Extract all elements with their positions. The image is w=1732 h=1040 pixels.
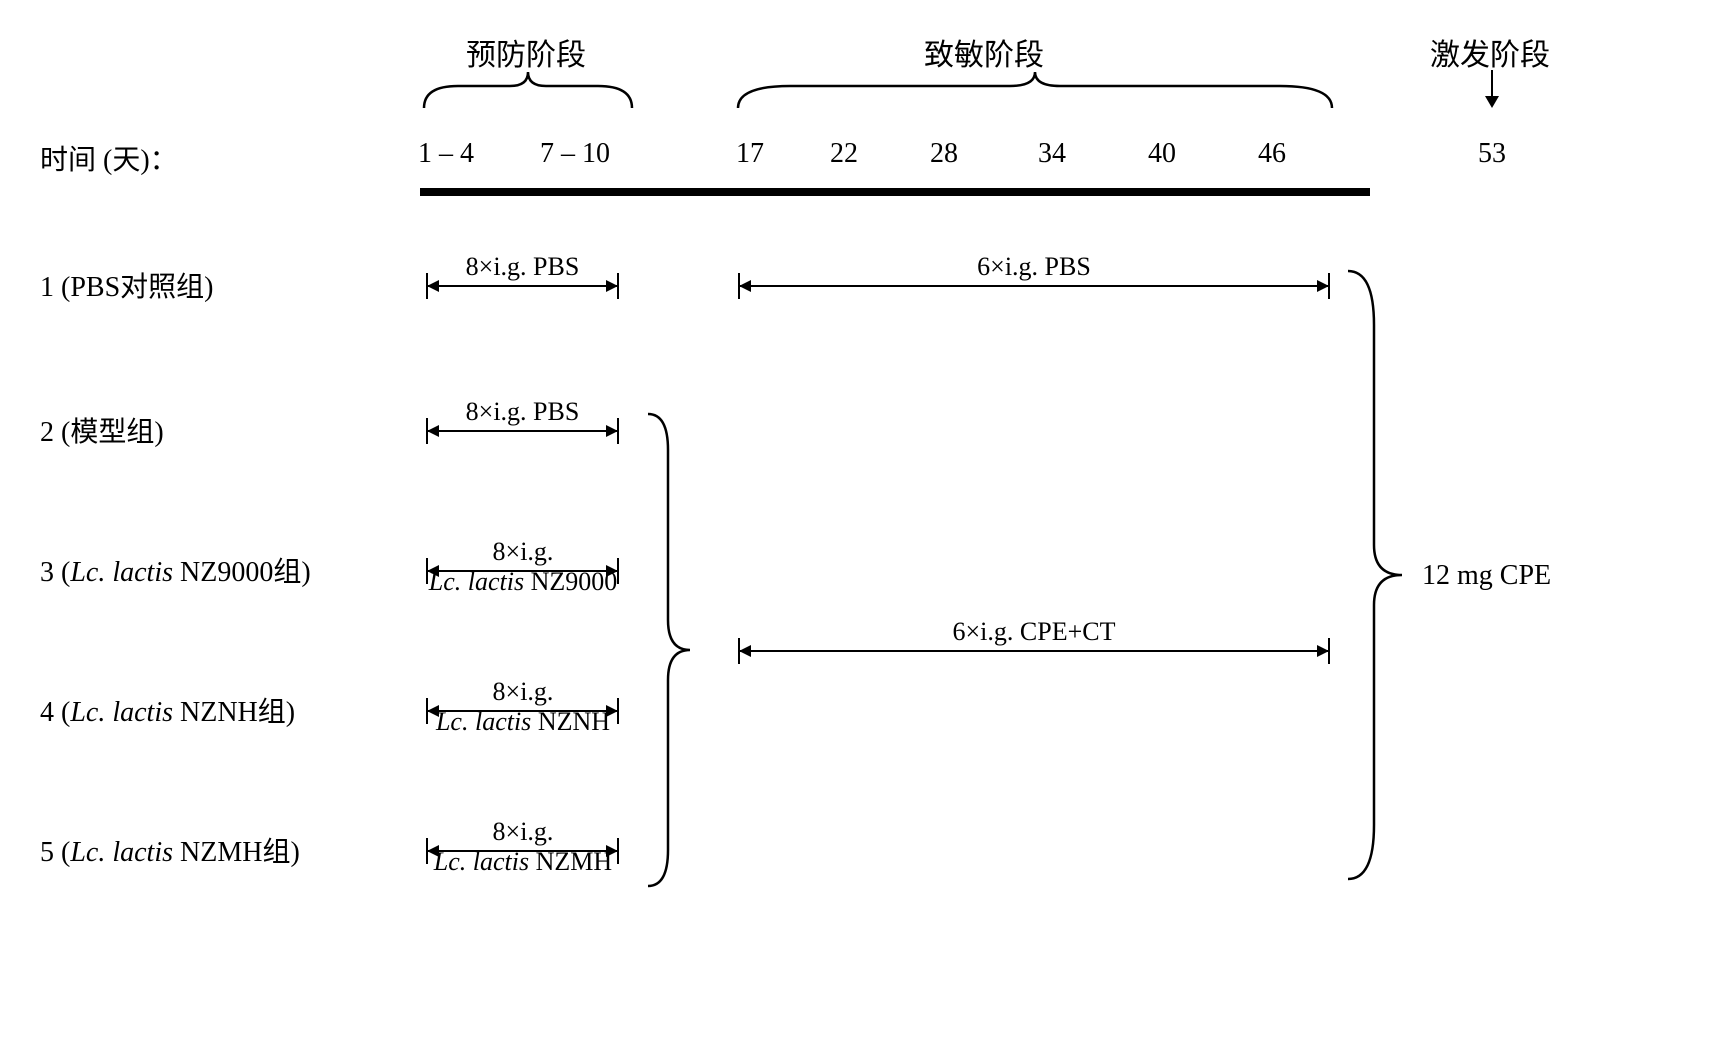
- group5-num: 5: [40, 837, 54, 868]
- group5-line2-r: NZMH: [529, 847, 612, 876]
- group3-italic: Lc. lactis: [70, 557, 173, 588]
- group4-pre: (: [61, 697, 70, 728]
- group1-prev-text: 8×i.g. PBS: [426, 252, 619, 282]
- sensitization-cpe-text: 6×i.g. CPE+CT: [740, 617, 1328, 647]
- group5-label: 5 (Lc. lactis NZMH组): [40, 830, 300, 870]
- time-val-5: 34: [1038, 138, 1066, 170]
- time-val-6: 40: [1148, 138, 1176, 170]
- phase-challenge-label: 激发阶段: [1430, 30, 1550, 74]
- group1-num: 1: [40, 272, 54, 303]
- group1-label: 1 (PBS对照组): [40, 265, 213, 305]
- group2-label: 2 (模型组): [40, 410, 164, 450]
- sensitization-left-brace: [640, 410, 700, 890]
- group4-line1: 8×i.g.: [493, 677, 554, 706]
- sensitization-cpe-arrow: [740, 650, 1328, 652]
- time-val-7: 46: [1258, 138, 1286, 170]
- time-val-2: 17: [736, 138, 764, 170]
- group5-line1: 8×i.g.: [493, 817, 554, 846]
- time-val-3: 22: [830, 138, 858, 170]
- time-val-1: 7 – 10: [540, 138, 610, 170]
- group4-line2-it: Lc. lactis: [436, 707, 531, 736]
- challenge-dose-label: 12 mg CPE: [1422, 560, 1551, 592]
- timeline-bar: [420, 188, 1370, 196]
- group1-sens-text: 6×i.g. PBS: [740, 252, 1328, 282]
- group3-prev-text: 8×i.g. Lc. lactis NZ9000: [406, 537, 640, 597]
- group2-name: (模型组): [61, 417, 164, 448]
- group3-num: 3: [40, 557, 54, 588]
- group2-prev-text: 8×i.g. PBS: [426, 397, 619, 427]
- challenge-right-brace: [1340, 265, 1420, 885]
- phase-sensitization-brace: [730, 68, 1340, 114]
- group3-label: 3 (Lc. lactis NZ9000组): [40, 550, 311, 590]
- group4-post: NZNH组): [173, 697, 295, 728]
- group1-sens-arrow: [740, 285, 1328, 287]
- group3-post: NZ9000组): [173, 557, 311, 588]
- group4-num: 4: [40, 697, 54, 728]
- time-val-4: 28: [930, 138, 958, 170]
- group2-num: 2: [40, 417, 54, 448]
- group1-prev-arrow: [428, 285, 617, 287]
- group2-prev-arrow: [428, 430, 617, 432]
- group5-pre: (: [61, 837, 70, 868]
- group4-label: 4 (Lc. lactis NZNH组): [40, 690, 295, 730]
- time-val-8: 53: [1478, 138, 1506, 170]
- group1-name: (PBS对照组): [61, 272, 213, 303]
- group3-line1: 8×i.g.: [493, 537, 554, 566]
- phase-prevention-brace: [418, 68, 638, 114]
- time-val-0: 1 – 4: [418, 138, 474, 170]
- group3-line2-r: NZ9000: [524, 567, 617, 596]
- group4-line2-r: NZNH: [531, 707, 610, 736]
- diagram-root: 预防阶段 致敏阶段 激发阶段 时间 (天)： 1 – 4 7 – 10 17 2…: [40, 40, 1640, 980]
- group5-post: NZMH组): [173, 837, 300, 868]
- group4-italic: Lc. lactis: [70, 697, 173, 728]
- group5-line2-it: Lc. lactis: [434, 847, 529, 876]
- group3-line2-it: Lc. lactis: [429, 567, 524, 596]
- group4-prev-text: 8×i.g. Lc. lactis NZNH: [406, 677, 640, 737]
- group5-prev-text: 8×i.g. Lc. lactis NZMH: [406, 817, 640, 877]
- group5-italic: Lc. lactis: [70, 837, 173, 868]
- group3-pre: (: [61, 557, 70, 588]
- phase-challenge-arrow: [1491, 70, 1493, 106]
- time-axis-label: 时间 (天)：: [40, 138, 178, 178]
